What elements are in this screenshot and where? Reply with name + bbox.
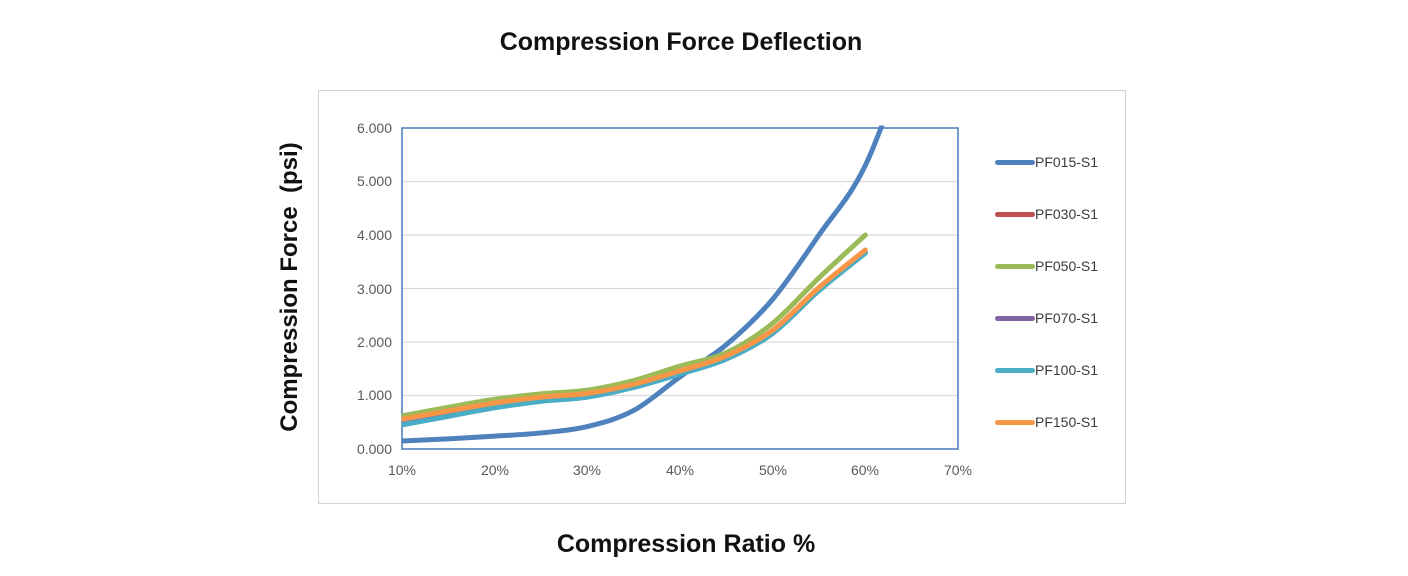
legend-label: PF070-S1 [1035,310,1099,326]
legend-swatch-pf070-s1 [995,315,1035,321]
legend-swatch-pf030-s1 [995,211,1035,217]
y-tick-label: 4.000 [356,227,392,243]
x-tick-label: 10% [387,462,417,478]
legend-label: PF030-S1 [1035,206,1099,222]
legend-label: PF100-S1 [1035,362,1099,378]
y-tick-label: 3.000 [356,281,392,297]
y-tick-label: 1.000 [356,387,392,403]
x-tick-label: 40% [665,462,695,478]
y-axis-title: Compression Force (psi) [276,142,303,432]
legend-label: PF015-S1 [1035,154,1099,170]
legend-label: PF150-S1 [1035,414,1099,430]
y-tick-label: 6.000 [356,120,392,136]
x-tick-label: 30% [572,462,602,478]
legend-item: PF015-S1 [995,152,1098,172]
legend-swatch-pf150-s1 [995,419,1035,425]
x-tick-label: 50% [758,462,788,478]
legend-item: PF100-S1 [995,360,1098,380]
x-tick-label: 60% [850,462,880,478]
legend-item: PF070-S1 [995,308,1098,328]
legend-swatch-pf050-s1 [995,263,1035,269]
legend-item: PF150-S1 [995,412,1098,432]
legend-label: PF050-S1 [1035,258,1099,274]
y-tick-label: 2.000 [356,334,392,350]
legend-item: PF030-S1 [995,204,1098,224]
x-tick-label: 20% [480,462,510,478]
y-tick-label: 0.000 [356,441,392,457]
y-tick-label: 5.000 [356,173,392,189]
legend-swatch-pf015-s1 [995,159,1035,165]
chart-frame [318,90,1126,504]
legend-item: PF050-S1 [995,256,1098,276]
x-axis-title: Compression Ratio % [556,530,816,558]
chart-title: Compression Force Deflection [499,28,863,56]
x-tick-label: 70% [943,462,973,478]
legend-swatch-pf100-s1 [995,367,1035,373]
